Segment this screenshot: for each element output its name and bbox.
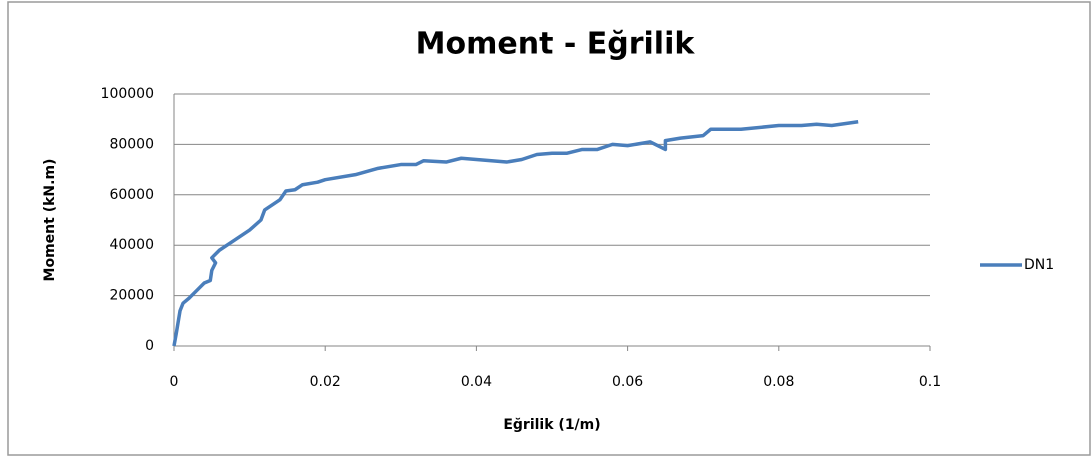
y-tick-label: 100000 — [101, 86, 154, 102]
legend-label: DN1 — [1024, 257, 1054, 273]
y-tick-label: 0 — [145, 338, 154, 354]
x-tick-label: 0.02 — [310, 374, 341, 390]
x-tick-label: 0.08 — [763, 374, 794, 390]
y-tick-label: 20000 — [109, 288, 154, 304]
y-axis-title: Moment (kN.m) — [42, 159, 58, 282]
x-tick-label: 0.04 — [461, 374, 492, 390]
y-tick-label: 60000 — [109, 187, 154, 203]
y-tick-label: 80000 — [109, 136, 154, 152]
x-tick-label: 0 — [170, 374, 179, 390]
x-axis-title: Eğrilik (1/m) — [503, 417, 600, 433]
chart-title: Moment - Eğrilik — [416, 27, 696, 62]
data-line — [172, 119, 859, 347]
chart-border — [7, 1, 1091, 456]
x-tick-label: 0.06 — [612, 374, 643, 390]
x-tick-label: 0.1 — [919, 374, 941, 390]
y-tick-label: 40000 — [109, 237, 154, 253]
